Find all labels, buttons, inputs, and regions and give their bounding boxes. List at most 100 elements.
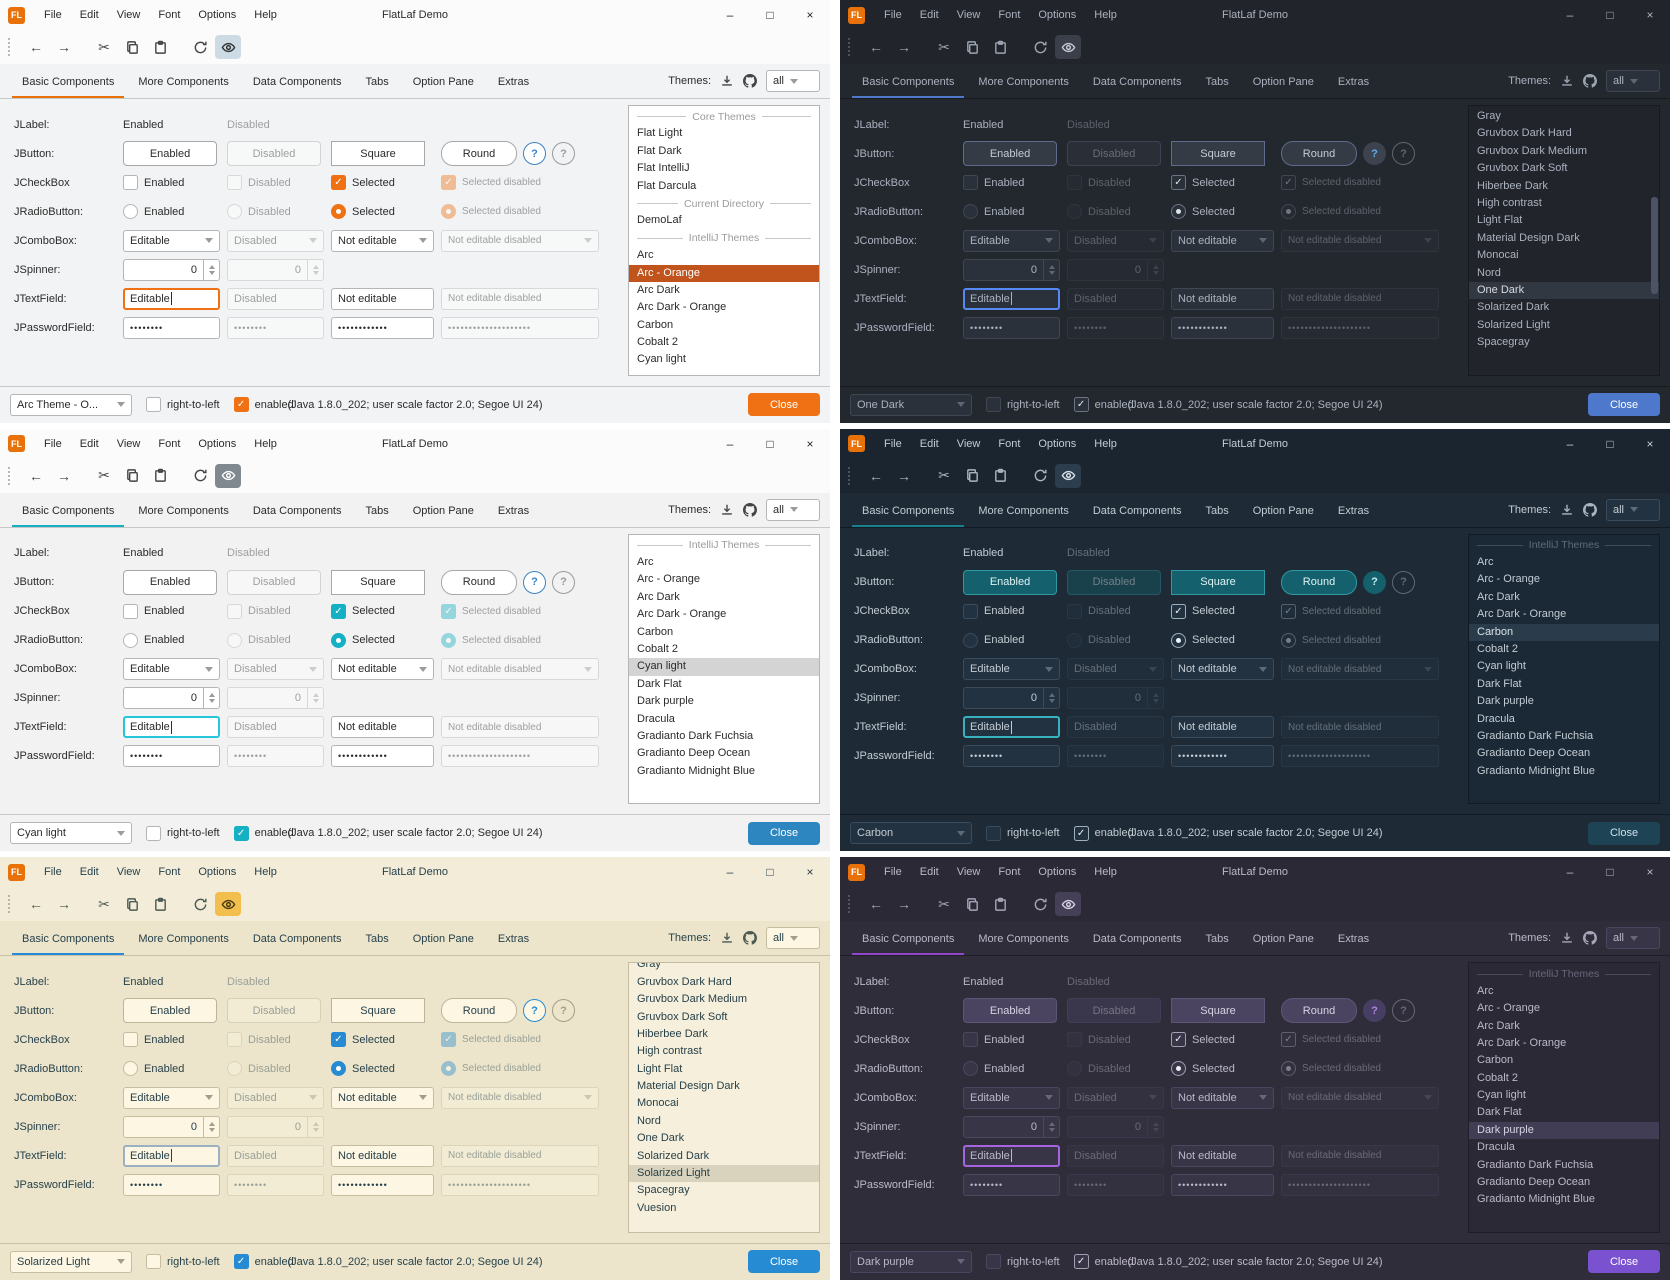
spinner-enabled[interactable]: 0 <box>123 687 220 710</box>
theme-list-item[interactable]: Carbon <box>637 625 674 638</box>
spinner-up-icon[interactable] <box>209 264 215 269</box>
tab-more-components[interactable]: More Components <box>978 504 1069 517</box>
spinner-arrows[interactable] <box>203 688 215 709</box>
theme-list-item[interactable]: Nord <box>1477 266 1501 279</box>
download-icon[interactable] <box>1560 503 1574 517</box>
menu-item-help[interactable]: Help <box>1094 866 1117 879</box>
show-hidden-eye-toggle[interactable] <box>1055 463 1081 488</box>
checkbox-selected[interactable]: ✓ Selected <box>331 1032 434 1048</box>
theme-filter-combo[interactable]: all <box>1606 927 1660 950</box>
combobox-not-editable[interactable]: Not editable <box>331 229 434 252</box>
enabled-button[interactable]: Enabled <box>963 569 1057 595</box>
theme-list-item[interactable]: Arc - Orange <box>629 264 819 282</box>
show-hidden-eye-toggle[interactable] <box>215 35 241 59</box>
theme-list-item[interactable]: Solarized Light <box>1477 318 1550 331</box>
theme-list-item[interactable]: Carbon <box>637 318 674 331</box>
theme-list-item[interactable]: Cyan light <box>1477 660 1526 673</box>
tab-basic-components[interactable]: Basic Components <box>852 69 965 98</box>
tab-more-components[interactable]: More Components <box>978 933 1069 946</box>
forward-icon[interactable]: → <box>897 39 911 55</box>
tab-data-components[interactable]: Data Components <box>1092 76 1182 88</box>
menu-item-file[interactable]: File <box>44 866 62 879</box>
tab-tabs[interactable]: Tabs <box>365 504 389 517</box>
tab-more-components[interactable]: More Components <box>978 76 1069 88</box>
theme-list-item[interactable]: Dracula <box>1477 1141 1515 1154</box>
menu-item-help[interactable]: Help <box>254 866 277 879</box>
tab-tabs[interactable]: Tabs <box>1205 933 1229 946</box>
back-icon[interactable]: ← <box>869 896 883 913</box>
minimize-icon[interactable]: – <box>1566 436 1574 451</box>
close-window-icon[interactable]: × <box>1646 865 1654 880</box>
menu-item-edit[interactable]: Edit <box>919 9 939 21</box>
passwordfield-not-editable[interactable]: •••••••••••• <box>1171 1173 1274 1196</box>
theme-list-item[interactable]: Light Flat <box>637 1062 683 1075</box>
square-button[interactable]: Square <box>1171 998 1265 1024</box>
copy-icon[interactable] <box>119 464 145 488</box>
copy-icon[interactable] <box>119 35 145 59</box>
theme-list-item[interactable]: Cobalt 2 <box>637 336 678 349</box>
theme-list-item[interactable]: Gray <box>1477 110 1501 122</box>
enabled-checkbox[interactable]: ✓ enabled <box>1073 825 1134 841</box>
radio-selected[interactable]: Selected <box>331 1061 434 1077</box>
theme-list-item[interactable]: DemoLaf <box>637 214 682 227</box>
theme-list-item[interactable]: Arc - Orange <box>637 573 700 586</box>
radio-selected[interactable]: Selected <box>1171 204 1274 219</box>
menu-item-options[interactable]: Options <box>198 9 237 21</box>
right-to-left-checkbox[interactable]: right-to-left <box>986 397 1060 413</box>
menu-item-font[interactable]: Font <box>998 437 1021 450</box>
enabled-checkbox[interactable]: ✓ enabled <box>1073 397 1134 413</box>
refresh-icon[interactable] <box>187 464 213 488</box>
copy-icon[interactable] <box>119 892 145 916</box>
spinner-down-icon[interactable] <box>209 270 215 275</box>
theme-list-item[interactable]: Gradianto Deep Ocean <box>1477 747 1591 760</box>
spinner-down-icon[interactable] <box>1049 1127 1055 1132</box>
tab-option-pane[interactable]: Option Pane <box>1252 933 1314 946</box>
theme-list-item[interactable]: Dark purple <box>1477 695 1534 708</box>
combobox-editable[interactable]: Editable <box>123 658 220 681</box>
spinner-arrows[interactable] <box>1043 1116 1055 1137</box>
combobox-not-editable[interactable]: Not editable <box>1171 1086 1274 1109</box>
enabled-button[interactable]: Enabled <box>123 998 217 1024</box>
close-button[interactable]: Close <box>1588 393 1660 417</box>
theme-selector-combo[interactable]: Carbon <box>850 822 972 845</box>
textfield-not-editable[interactable]: Not editable <box>331 716 434 739</box>
github-icon[interactable] <box>743 74 757 88</box>
paste-icon[interactable] <box>987 464 1013 488</box>
combobox-editable[interactable]: Editable <box>963 229 1060 252</box>
menu-item-font[interactable]: Font <box>998 9 1021 21</box>
theme-list-item[interactable]: Hiberbee Dark <box>637 1027 708 1040</box>
theme-list-item[interactable]: Carbon <box>1469 623 1659 641</box>
textfield-not-editable[interactable]: Not editable <box>1171 1144 1274 1167</box>
theme-list-item[interactable]: Cobalt 2 <box>1477 1071 1518 1084</box>
checkbox-enabled[interactable]: Enabled <box>963 1032 1060 1048</box>
combobox-not-editable[interactable]: Not editable <box>1171 658 1274 681</box>
theme-list-item[interactable]: Arc Dark <box>637 283 680 296</box>
passwordfield-not-editable[interactable]: •••••••••••• <box>1171 745 1274 768</box>
textfield-editable[interactable]: Editable <box>963 716 1060 739</box>
spinner-arrows[interactable] <box>1043 259 1055 280</box>
theme-list-item[interactable]: Cyan light <box>629 658 819 676</box>
maximize-icon[interactable]: □ <box>766 436 774 451</box>
checkbox-enabled[interactable]: Enabled <box>123 603 220 619</box>
theme-list-item[interactable]: Dark Flat <box>1477 677 1522 690</box>
round-button[interactable]: Round <box>1281 569 1357 595</box>
close-window-icon[interactable]: × <box>806 8 814 22</box>
back-icon[interactable]: ← <box>29 39 43 55</box>
theme-list-item[interactable]: High contrast <box>637 1045 702 1058</box>
theme-filter-combo[interactable]: all <box>1606 498 1660 521</box>
spinner-enabled[interactable]: 0 <box>963 687 1060 710</box>
enabled-checkbox[interactable]: ✓ enabled <box>233 825 294 841</box>
enabled-button[interactable]: Enabled <box>963 998 1057 1024</box>
theme-list-item[interactable]: Arc <box>637 249 654 262</box>
textfield-not-editable[interactable]: Not editable <box>1171 716 1274 739</box>
theme-list-item[interactable]: Arc Dark <box>637 590 680 603</box>
radio-selected[interactable]: Selected <box>1171 1061 1274 1077</box>
theme-list-item[interactable]: Monocai <box>1477 249 1519 262</box>
help-button[interactable]: ? <box>1363 570 1386 594</box>
combobox-editable[interactable]: Editable <box>123 229 220 252</box>
theme-list-item[interactable]: Cyan light <box>1477 1089 1526 1102</box>
enabled-button[interactable]: Enabled <box>123 141 217 166</box>
paste-icon[interactable] <box>987 35 1013 59</box>
radio-enabled[interactable]: Enabled <box>963 1061 1060 1077</box>
menu-item-edit[interactable]: Edit <box>919 866 939 879</box>
